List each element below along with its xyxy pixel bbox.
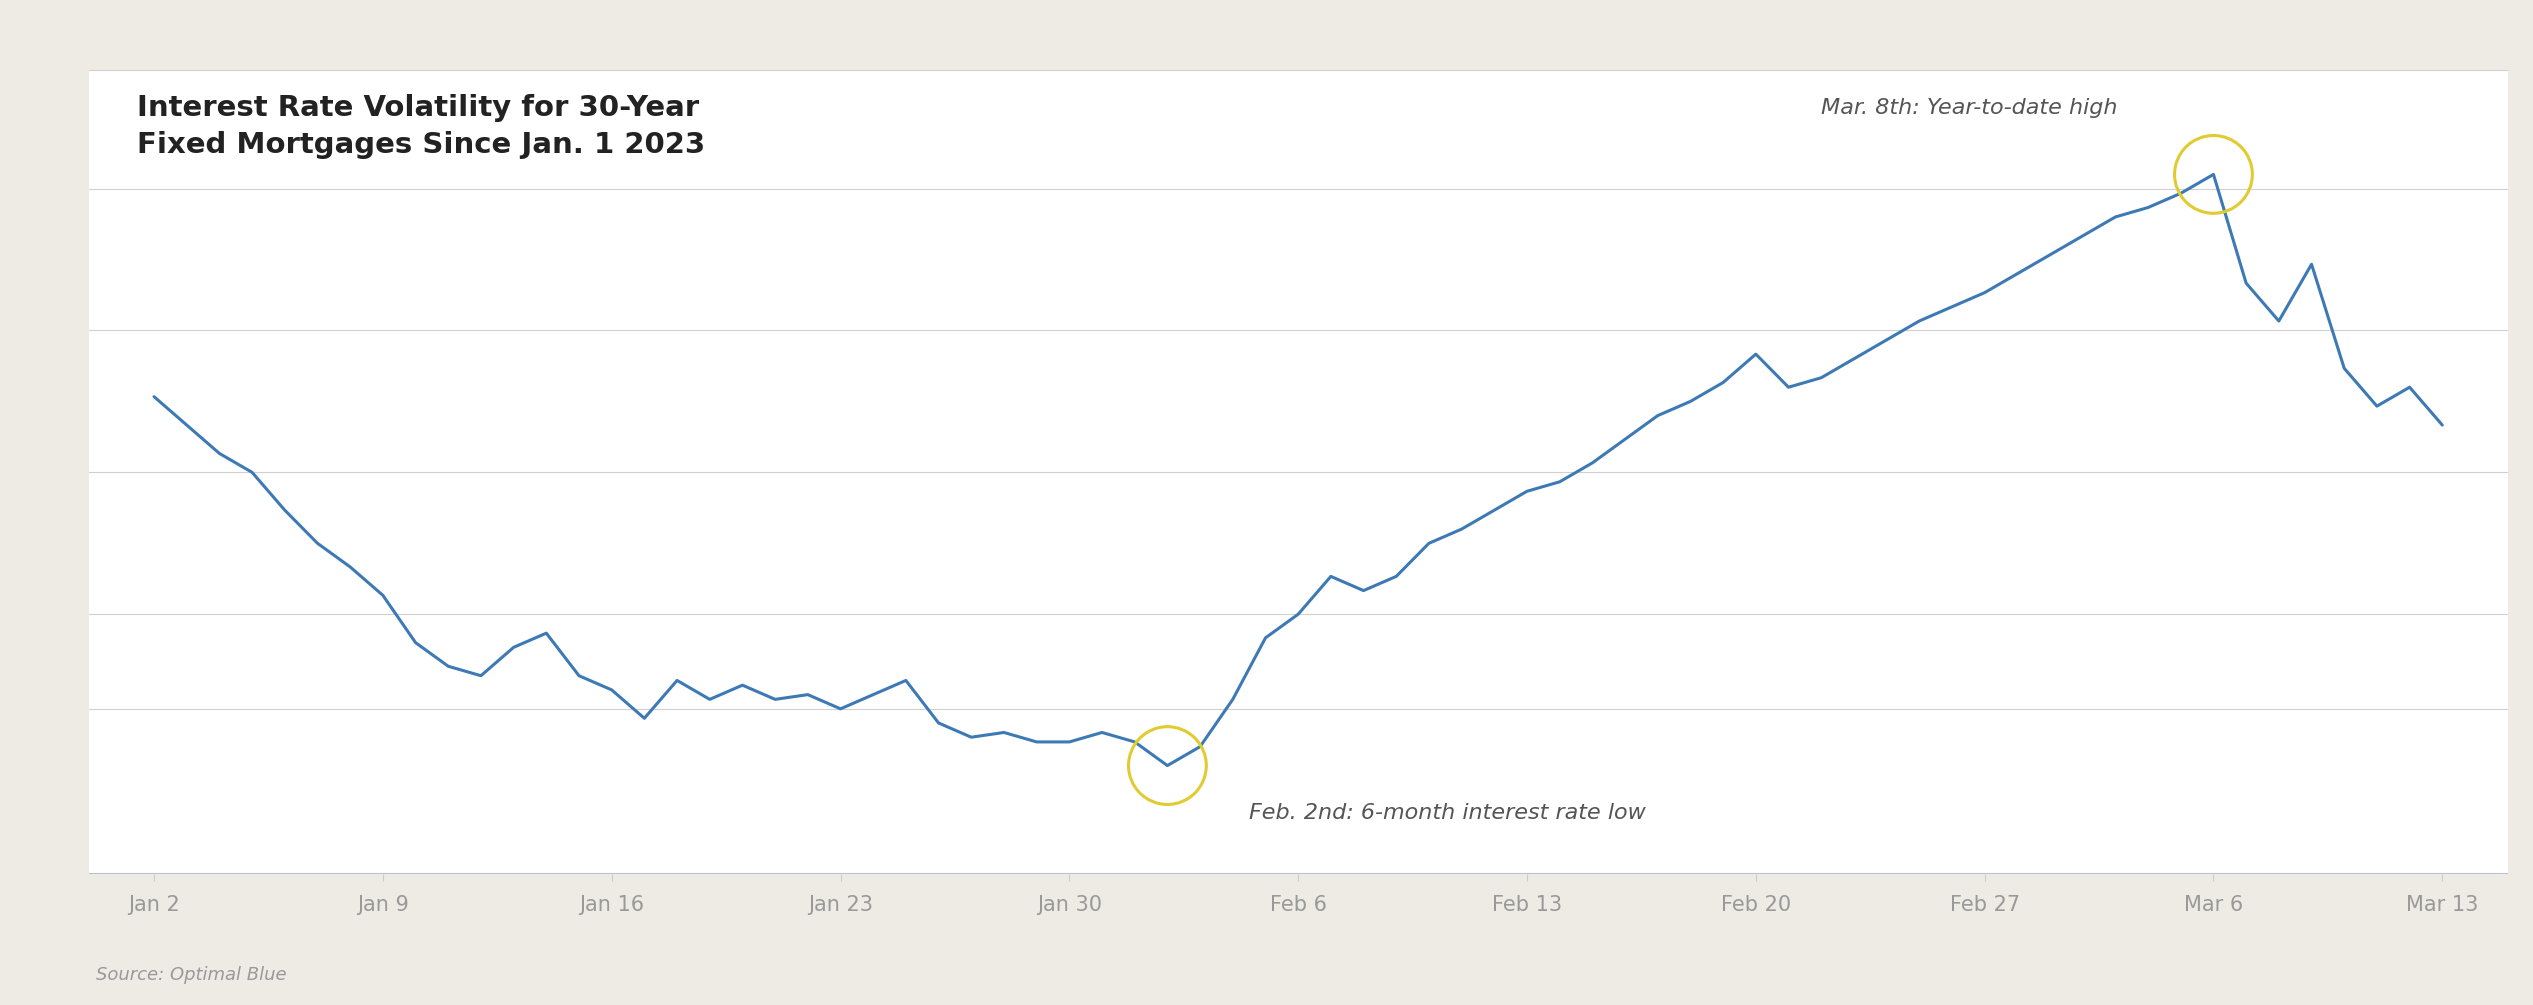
Text: Mar. 8th: Year-to-date high: Mar. 8th: Year-to-date high xyxy=(1821,97,2118,118)
Text: Interest Rate Volatility for 30-Year
Fixed Mortgages Since Jan. 1 2023: Interest Rate Volatility for 30-Year Fix… xyxy=(137,94,704,159)
Text: Source: Optimal Blue: Source: Optimal Blue xyxy=(96,966,286,984)
Text: Feb. 2nd: 6-month interest rate low: Feb. 2nd: 6-month interest rate low xyxy=(1249,803,1646,823)
